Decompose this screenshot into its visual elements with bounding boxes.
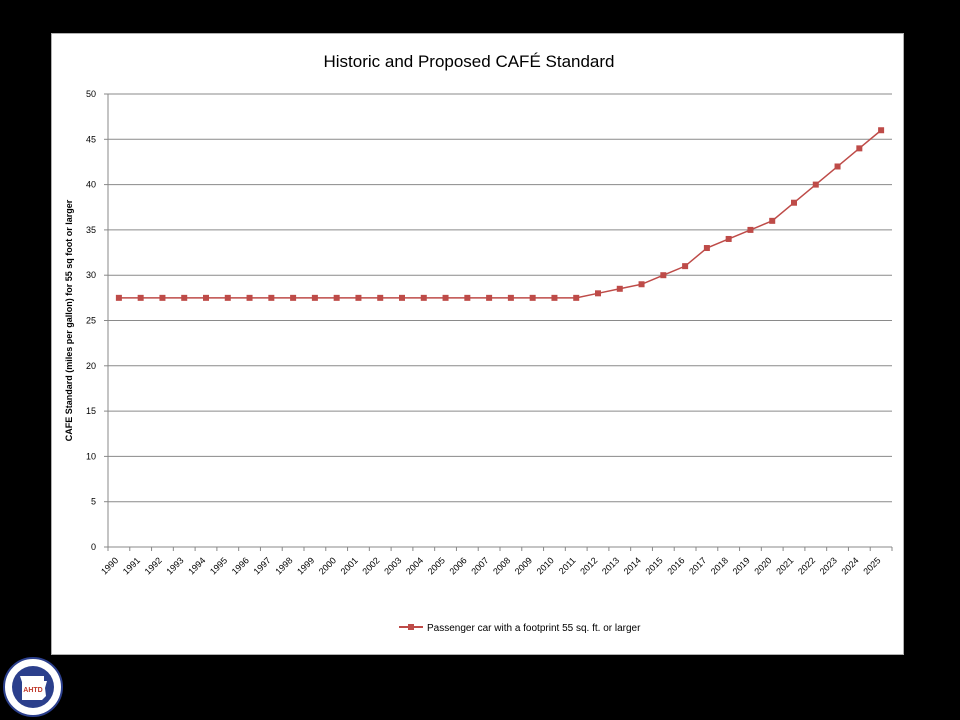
y-tick-label: 25 (86, 316, 96, 326)
x-tick-label: 1997 (252, 555, 273, 576)
data-point (725, 235, 732, 242)
data-point (791, 199, 797, 206)
data-point (333, 294, 340, 301)
data-point (268, 294, 275, 301)
data-point (551, 294, 558, 301)
data-point (834, 163, 841, 170)
data-point (311, 294, 318, 301)
y-tick-label: 40 (86, 180, 96, 190)
x-tick-label: 1992 (143, 555, 164, 576)
data-point (747, 226, 754, 233)
x-tick-label: 2019 (731, 555, 752, 576)
data-point (573, 294, 580, 301)
legend: Passenger car with a footprint 55 sq. ft… (399, 623, 641, 634)
line-chart: Historic and Proposed CAFÉ Standard 0 5 10… (64, 52, 893, 634)
x-tick-label: 1995 (208, 555, 229, 576)
legend-label: Passenger car with a footprint 55 sq. ft… (427, 623, 641, 634)
x-tick-label: 2024 (840, 555, 861, 576)
chart-panel: Historic and Proposed CAFÉ Standard 0 5 10… (51, 33, 904, 655)
data-point (290, 294, 297, 301)
data-point (159, 294, 166, 301)
x-tick-label: 2002 (360, 555, 381, 576)
x-tick-label: 2004 (404, 555, 425, 576)
data-point (399, 294, 405, 301)
x-tick-label: 2008 (491, 555, 512, 576)
y-tick-label: 50 (86, 89, 96, 99)
data-point (137, 294, 144, 301)
y-tick-label: 35 (86, 225, 96, 235)
data-point (420, 294, 427, 301)
x-tick-label: 2006 (448, 555, 469, 576)
x-tick-label: 1993 (164, 555, 185, 576)
data-point (115, 294, 122, 301)
data-point (878, 127, 885, 134)
x-tick-label: 2012 (578, 555, 599, 576)
series-line (118, 129, 882, 299)
data-point (812, 181, 819, 188)
data-point (616, 285, 623, 292)
x-tick-label: 2001 (339, 555, 360, 576)
y-tick-label: 30 (86, 270, 96, 280)
x-tick-label: 2013 (600, 555, 621, 576)
data-point (660, 272, 667, 279)
data-point (856, 145, 863, 152)
x-tick-label: 2010 (535, 555, 556, 576)
data-point (507, 294, 514, 301)
data-point (703, 245, 710, 252)
x-tick-label: 1990 (99, 555, 120, 576)
data-point (638, 281, 645, 288)
x-tick-label: 2015 (644, 555, 665, 576)
x-tick-label: 1991 (121, 555, 142, 576)
data-point (246, 294, 253, 301)
data-point (769, 217, 776, 224)
x-tick-label: 2016 (665, 555, 686, 576)
x-tick-label: 2023 (818, 555, 839, 576)
x-axis: 1990 1991 1992 1993 1994 1995 1996 1997 1998 1999… (99, 547, 893, 577)
data-point (486, 294, 493, 301)
data-point (595, 290, 601, 297)
x-tick-label: 2021 (774, 555, 795, 576)
data-point (377, 294, 384, 301)
x-tick-label: 2011 (557, 555, 578, 576)
x-tick-label: 1994 (186, 555, 207, 576)
y-axis-label: CAFE Standard (miles per gallon) for 55 … (64, 199, 74, 441)
x-tick-label: 2014 (622, 555, 643, 576)
y-tick-label: 10 (86, 451, 96, 461)
x-tick-label: 1999 (295, 555, 316, 576)
x-tick-label: 2009 (513, 555, 534, 576)
x-tick-label: 2007 (469, 555, 490, 576)
gridlines (108, 93, 892, 548)
x-tick-label: 2000 (317, 555, 338, 576)
data-point (529, 294, 536, 301)
y-tick-label: 20 (86, 361, 96, 371)
data-point (682, 263, 689, 270)
logo-text: AHTD (23, 687, 42, 694)
data-point (203, 294, 209, 301)
series-layer (115, 127, 885, 301)
data-point (464, 294, 471, 301)
x-tick-label: 2022 (796, 555, 817, 576)
chart-title: Historic and Proposed CAFÉ Standard (323, 52, 614, 71)
x-tick-label: 1996 (230, 555, 251, 576)
y-tick-label: 15 (86, 406, 96, 416)
y-tick-label: 45 (86, 134, 96, 144)
x-tick-label: 2025 (861, 555, 882, 576)
state-seal-logo: AHTD (3, 657, 63, 717)
x-tick-label: 2020 (752, 555, 773, 576)
data-point (442, 294, 449, 301)
y-axis: 0 5 10 15 20 25 30 35 40 45 50 (86, 89, 109, 552)
data-point (181, 294, 188, 301)
x-tick-label: 1998 (273, 555, 294, 576)
x-tick-label: 2018 (709, 555, 730, 576)
data-point (224, 294, 231, 301)
legend-marker (408, 624, 414, 630)
data-point (355, 294, 362, 301)
x-tick-label: 2005 (426, 555, 447, 576)
y-tick-label: 5 (91, 497, 96, 507)
y-tick-label: 0 (91, 542, 96, 552)
x-tick-label: 2003 (382, 555, 403, 576)
x-tick-label: 2017 (687, 555, 708, 576)
